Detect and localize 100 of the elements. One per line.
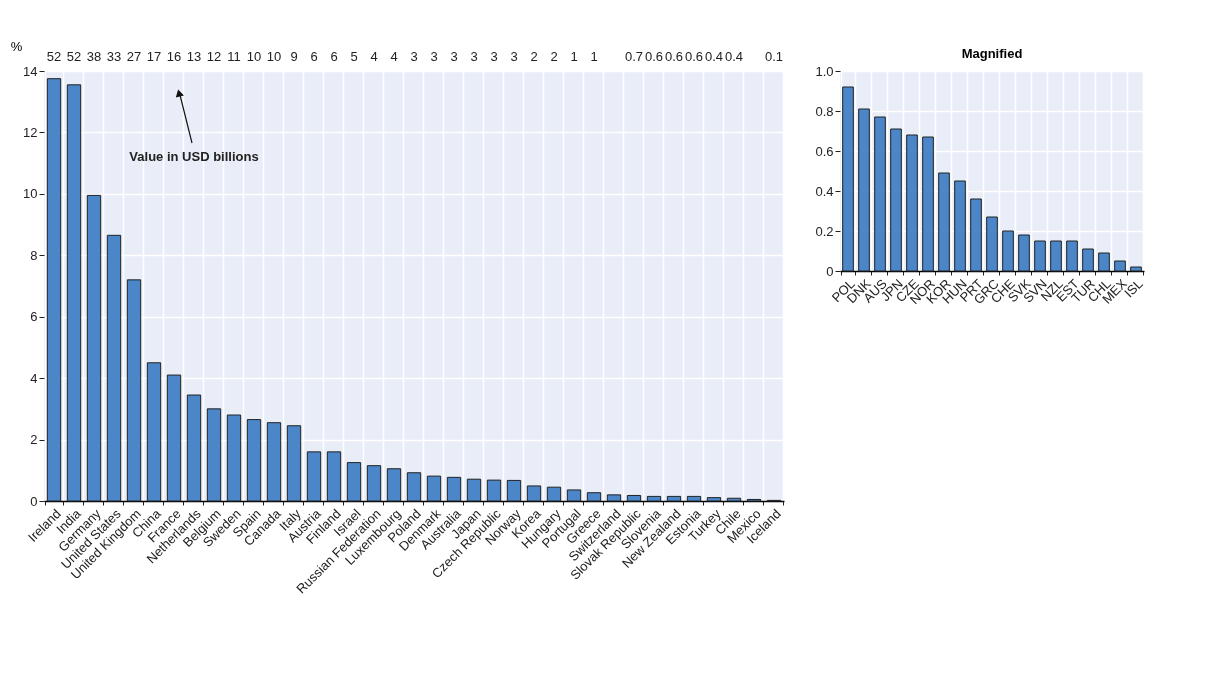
- y-tick-label: 0.2: [815, 223, 834, 239]
- text: 38: [86, 49, 102, 64]
- bar: [106, 234, 122, 502]
- text: 2: [530, 49, 538, 64]
- y-tick-label: 8: [30, 247, 38, 263]
- bar: [526, 485, 542, 502]
- bar: [1002, 230, 1014, 272]
- bar: [938, 172, 950, 272]
- bar: [586, 492, 602, 502]
- bar: [366, 465, 382, 502]
- bar: [566, 489, 582, 502]
- text: 0.6: [644, 49, 664, 64]
- bar: [922, 136, 934, 272]
- y-tick-label: 10: [23, 186, 38, 202]
- text: 3: [490, 49, 498, 64]
- y-tick-label: 6: [30, 309, 38, 325]
- y-tick-label: 0.8: [815, 103, 834, 119]
- text: 27: [126, 49, 142, 64]
- bar: [858, 108, 870, 272]
- bar: [66, 84, 82, 502]
- text: 3: [470, 49, 478, 64]
- text: 0.4: [704, 49, 724, 64]
- text: 33: [106, 49, 122, 64]
- y-tick-label: 14: [23, 63, 38, 79]
- bar: [1098, 252, 1110, 272]
- bar: [446, 476, 462, 502]
- bar: [1130, 266, 1142, 272]
- y-tick-label: 0: [826, 263, 834, 279]
- bar: [266, 422, 282, 502]
- text: 0.6: [684, 49, 704, 64]
- bar: [686, 495, 702, 502]
- text: 12: [206, 49, 222, 64]
- bar: [186, 394, 202, 502]
- text: 6: [310, 49, 318, 64]
- bar: [206, 408, 222, 502]
- bar: [126, 279, 142, 502]
- bar: [386, 468, 402, 502]
- annotation: Value in USD billions: [129, 149, 259, 164]
- chart-title: Magnified: [961, 46, 1023, 61]
- y-axis-title: %: [10, 38, 23, 54]
- bar: [666, 495, 682, 502]
- text: 1: [570, 49, 578, 64]
- bar: [1018, 234, 1030, 272]
- bar: [726, 497, 742, 502]
- text: 4: [370, 49, 378, 64]
- bar: [346, 462, 362, 502]
- bar: [1114, 260, 1126, 272]
- y-tick-label: 0.6: [815, 143, 834, 159]
- text: 11: [227, 49, 241, 64]
- bar: [406, 472, 422, 502]
- text: 0.7: [624, 49, 644, 64]
- bar: [646, 495, 662, 502]
- bar: [506, 479, 522, 502]
- text: 3: [430, 49, 438, 64]
- bar: [486, 479, 502, 502]
- bar: [46, 78, 62, 502]
- text: 6: [330, 49, 338, 64]
- bar: [1034, 240, 1046, 272]
- y-tick-label: 12: [23, 124, 38, 140]
- bar: [606, 494, 622, 502]
- bar: [166, 374, 182, 502]
- y-tick-label: 2: [30, 432, 38, 448]
- y-tick-label: 1.0: [815, 63, 834, 79]
- text: 16: [166, 49, 182, 64]
- text: 0.4: [724, 49, 744, 64]
- bar: [306, 451, 322, 502]
- bar: [906, 134, 918, 272]
- text: 17: [146, 49, 162, 64]
- y-tick-label: 0.4: [815, 183, 834, 199]
- bar: [986, 216, 998, 272]
- bar: [874, 116, 886, 272]
- text: 1: [590, 49, 598, 64]
- bar: [1066, 240, 1078, 272]
- text: 13: [186, 49, 202, 64]
- bar: [626, 494, 642, 502]
- text: 2: [550, 49, 558, 64]
- bar: [286, 425, 302, 502]
- text: 52: [46, 49, 62, 64]
- bar: [1082, 248, 1094, 272]
- text: 4: [390, 49, 398, 64]
- text: 10: [246, 49, 262, 64]
- text: 3: [510, 49, 518, 64]
- text: 5: [350, 49, 358, 64]
- text: 3: [410, 49, 418, 64]
- text: 9: [290, 49, 298, 64]
- text: 0.6: [664, 49, 684, 64]
- bar: [86, 194, 102, 502]
- text: 0.1: [764, 49, 784, 64]
- bar: [706, 497, 722, 502]
- text: 10: [266, 49, 282, 64]
- bar: [466, 478, 482, 502]
- bar: [146, 362, 162, 502]
- bar: [546, 486, 562, 502]
- y-tick-label: 0: [30, 493, 38, 509]
- bar: [970, 198, 982, 272]
- bar: [226, 414, 242, 502]
- text: 3: [450, 49, 458, 64]
- bar: [1050, 240, 1062, 272]
- text: 52: [66, 49, 82, 64]
- bar: [246, 419, 262, 502]
